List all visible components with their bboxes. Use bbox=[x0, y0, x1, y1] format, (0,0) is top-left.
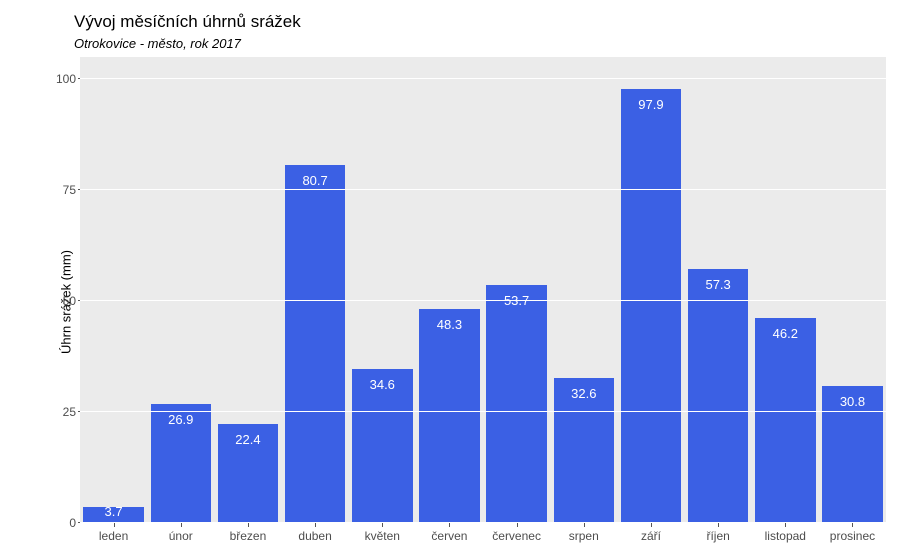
x-tick-label: leden bbox=[80, 523, 147, 547]
x-tick-label: prosinec bbox=[819, 523, 886, 547]
chart-title: Vývoj měsíčních úhrnů srážek bbox=[74, 12, 890, 32]
gridline bbox=[80, 300, 886, 301]
bar-value-label: 34.6 bbox=[370, 377, 395, 392]
x-tick-label: říjen bbox=[685, 523, 752, 547]
bars: 3.7 26.9 22.4 80.7 34.6 48.3 53.7 32.6 97.9 57.3 4… bbox=[80, 57, 886, 523]
bar-slot: 26.9 bbox=[147, 57, 214, 523]
bar: 32.6 bbox=[554, 378, 614, 523]
bar-slot: 32.6 bbox=[550, 57, 617, 523]
x-tick-label: červen bbox=[416, 523, 483, 547]
bar: 30.8 bbox=[822, 386, 882, 523]
bar-value-label: 48.3 bbox=[437, 317, 462, 332]
chart-subtitle: Otrokovice - město, rok 2017 bbox=[74, 36, 890, 51]
bar-value-label: 80.7 bbox=[302, 173, 327, 188]
bar-value-label: 3.7 bbox=[105, 504, 123, 519]
x-tick-label: duben bbox=[282, 523, 349, 547]
bar: 3.7 bbox=[83, 507, 143, 523]
bar-value-label: 26.9 bbox=[168, 412, 193, 427]
bar: 53.7 bbox=[486, 285, 546, 523]
bar-slot: 80.7 bbox=[282, 57, 349, 523]
x-tick-label: srpen bbox=[550, 523, 617, 547]
bar: 57.3 bbox=[688, 269, 748, 523]
bar-slot: 97.9 bbox=[617, 57, 684, 523]
gridline bbox=[80, 189, 886, 190]
x-tick-label: březen bbox=[214, 523, 281, 547]
bar-value-label: 22.4 bbox=[235, 432, 260, 447]
x-tick-label: únor bbox=[147, 523, 214, 547]
bar: 48.3 bbox=[419, 309, 479, 523]
x-tick-label: červenec bbox=[483, 523, 550, 547]
y-ticks: 0255075100 bbox=[42, 57, 80, 523]
bar-value-label: 32.6 bbox=[571, 386, 596, 401]
bar-value-label: 57.3 bbox=[705, 277, 730, 292]
bar-value-label: 46.2 bbox=[773, 326, 798, 341]
bar-slot: 3.7 bbox=[80, 57, 147, 523]
bar-slot: 30.8 bbox=[819, 57, 886, 523]
chart-container: Vývoj měsíčních úhrnů srážek Otrokovice … bbox=[0, 0, 900, 550]
bar: 26.9 bbox=[151, 404, 211, 523]
bar: 34.6 bbox=[352, 369, 412, 523]
x-ticks: ledenúnorbřezendubenkvětenčervenčervenec… bbox=[80, 523, 886, 547]
plot-area: 3.7 26.9 22.4 80.7 34.6 48.3 53.7 32.6 97.9 57.3 4… bbox=[80, 57, 886, 523]
plot-outer: Úhrn srážek (mm) 0255075100 3.726.922.48… bbox=[20, 57, 890, 547]
bar-slot: 57.3 bbox=[685, 57, 752, 523]
bar-slot: 46.2 bbox=[752, 57, 819, 523]
y-tick-label: 50 bbox=[63, 294, 76, 308]
bar: 22.4 bbox=[218, 424, 278, 523]
gridline bbox=[80, 411, 886, 412]
x-tick-label: listopad bbox=[752, 523, 819, 547]
bar-slot: 22.4 bbox=[214, 57, 281, 523]
bar-value-label: 30.8 bbox=[840, 394, 865, 409]
x-tick-label: září bbox=[617, 523, 684, 547]
bar-slot: 34.6 bbox=[349, 57, 416, 523]
gridline bbox=[80, 78, 886, 79]
bar-slot: 48.3 bbox=[416, 57, 483, 523]
bar-value-label: 97.9 bbox=[638, 97, 663, 112]
bar: 46.2 bbox=[755, 318, 815, 523]
bar: 80.7 bbox=[285, 165, 345, 523]
y-tick-label: 25 bbox=[63, 405, 76, 419]
y-tick-label: 75 bbox=[63, 183, 76, 197]
bar: 97.9 bbox=[621, 89, 681, 523]
y-tick-label: 0 bbox=[69, 516, 76, 530]
bar-slot: 53.7 bbox=[483, 57, 550, 523]
y-tick-label: 100 bbox=[56, 72, 76, 86]
x-tick-label: květen bbox=[349, 523, 416, 547]
